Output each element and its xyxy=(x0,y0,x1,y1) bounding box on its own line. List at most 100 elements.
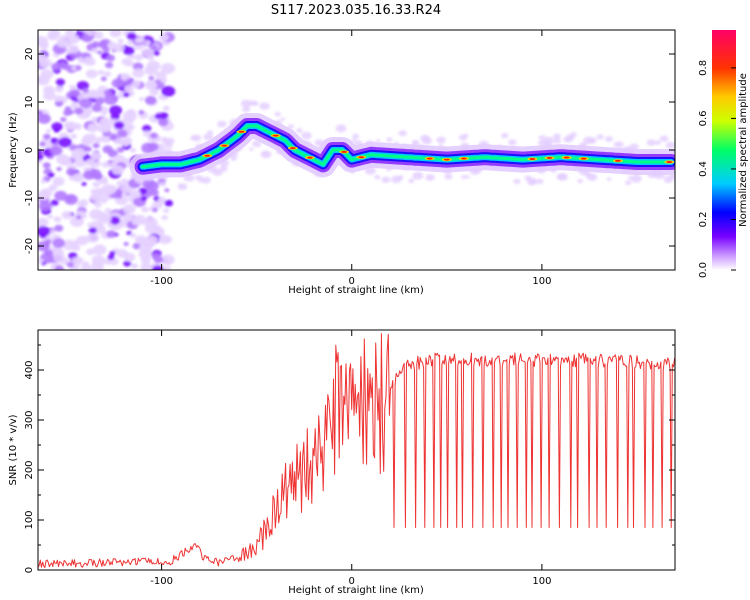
colorbar-tick-label: 0.0 xyxy=(698,262,709,278)
noise-blob xyxy=(81,33,90,41)
noise-blob xyxy=(38,226,51,237)
noise-blob xyxy=(82,133,96,144)
y-tick-label: 20 xyxy=(24,48,35,61)
noise-blob xyxy=(54,265,65,270)
noise-blob xyxy=(61,211,73,220)
noise-blob xyxy=(436,136,446,144)
y-tick-label: -20 xyxy=(24,238,35,254)
noise-blob xyxy=(74,158,87,168)
noise-blob xyxy=(91,104,102,113)
noise-blob xyxy=(103,71,112,77)
snr-xlabel: Height of straight line (km) xyxy=(288,585,424,596)
noise-blob xyxy=(155,71,167,80)
noise-blob xyxy=(38,217,49,227)
noise-blob xyxy=(160,254,175,266)
ridge-hotspot xyxy=(238,130,245,133)
noise-blob xyxy=(122,213,134,222)
noise-blob xyxy=(144,80,158,91)
noise-blob xyxy=(301,131,312,140)
noise-blob xyxy=(116,180,124,187)
noise-blob xyxy=(79,98,93,109)
noise-blob xyxy=(106,54,116,62)
noise-blob xyxy=(91,48,98,54)
noise-blob xyxy=(151,44,158,50)
noise-blob xyxy=(111,95,119,101)
noise-blob xyxy=(126,109,137,117)
noise-blob xyxy=(92,142,100,149)
noise-blob xyxy=(71,152,81,160)
noise-blob xyxy=(280,117,286,121)
noise-blob xyxy=(444,173,453,180)
spectrogram-plot-area xyxy=(38,30,675,270)
x-tick-label: -100 xyxy=(150,276,173,287)
noise-blob xyxy=(54,190,68,201)
noise-blob xyxy=(659,135,669,142)
noise-blob xyxy=(54,86,63,93)
noise-blob xyxy=(82,56,95,66)
colorbar-tick-label: 0.4 xyxy=(698,161,709,177)
noise-blob xyxy=(109,30,122,38)
noise-blob xyxy=(85,69,98,79)
noise-blob xyxy=(159,112,169,120)
snr-series-line xyxy=(38,333,675,569)
figure-title: S117.2023.035.16.33.R24 xyxy=(271,3,441,18)
noise-blob xyxy=(69,88,80,98)
noise-blob xyxy=(123,260,132,267)
noise-blob xyxy=(38,113,51,124)
noise-blob xyxy=(139,97,145,102)
noise-blob xyxy=(111,165,125,175)
noise-blob xyxy=(121,136,133,145)
noise-blob xyxy=(66,167,77,176)
noise-blob xyxy=(49,229,55,235)
noise-blob xyxy=(42,162,51,169)
y-tick-label: 10 xyxy=(24,96,35,109)
ridge-hotspot xyxy=(204,154,211,157)
noise-blob xyxy=(92,244,107,255)
noise-blob xyxy=(104,207,112,214)
noise-blob xyxy=(201,176,211,184)
ridge-hotspot xyxy=(529,158,536,160)
y-tick-label: -10 xyxy=(24,190,35,206)
noise-blob xyxy=(53,253,66,263)
noise-blob xyxy=(161,137,170,144)
noise-blob xyxy=(52,238,66,248)
noise-blob xyxy=(536,178,544,185)
noise-blob xyxy=(629,143,639,151)
ridge-hotspot xyxy=(306,156,313,159)
ridge-hotspot xyxy=(563,156,570,159)
noise-blob xyxy=(646,139,656,146)
noise-blob xyxy=(42,43,49,49)
noise-blob xyxy=(127,39,134,45)
noise-blob xyxy=(107,222,114,228)
noise-blob xyxy=(39,141,46,147)
snr-ylabel: SNR (10 * v/v) xyxy=(8,414,19,485)
noise-blob xyxy=(82,94,89,99)
noise-blob xyxy=(163,105,170,111)
colorbar-gradient xyxy=(712,30,736,270)
noise-blob xyxy=(106,230,117,238)
noise-blob xyxy=(613,141,624,149)
noise-blob xyxy=(82,107,93,115)
y-tick-label: 0 xyxy=(24,567,35,573)
spectrogram-xlabel: Height of straight line (km) xyxy=(288,285,424,296)
noise-blob xyxy=(97,212,109,221)
noise-blob xyxy=(80,263,92,270)
noise-blob xyxy=(38,53,47,62)
noise-blob xyxy=(654,140,662,145)
noise-blob xyxy=(125,78,133,85)
noise-blob xyxy=(151,265,164,270)
snr-panel: -100 0 100 0 100 200 300 400 Height of straight… xyxy=(8,329,676,596)
noise-blob xyxy=(47,172,55,178)
noise-blob xyxy=(124,84,134,92)
noise-blob xyxy=(149,132,158,139)
noise-blob xyxy=(381,176,391,183)
noise-blob xyxy=(501,133,509,139)
noise-blob xyxy=(114,138,123,145)
noise-blob xyxy=(99,123,112,133)
noise-blob xyxy=(70,103,78,110)
noise-blob xyxy=(117,129,128,138)
noise-blob xyxy=(123,46,135,56)
noise-blob xyxy=(113,43,125,53)
noise-blob xyxy=(160,148,167,153)
noise-blob xyxy=(134,37,143,44)
